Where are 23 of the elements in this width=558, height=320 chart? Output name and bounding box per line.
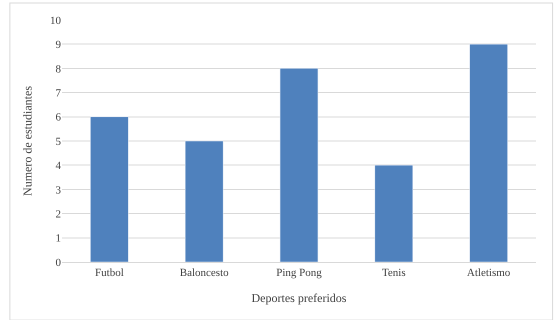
bar [184, 140, 224, 262]
x-axis-title: Deportes preferidos [252, 291, 347, 306]
x-tick-label: Ping Pong [276, 267, 322, 280]
y-tick-label: 4 [56, 160, 62, 172]
x-tick-label: Futbol [95, 267, 124, 280]
y-tick-label: 0 [56, 256, 62, 269]
y-tick-label: 9 [56, 39, 62, 52]
bar [469, 44, 508, 262]
y-tick-label: 7 [56, 87, 62, 100]
y-axis-title: Numero de estudiantes [20, 86, 34, 196]
x-tick-label: Atletismo [466, 267, 511, 280]
y-tick-label: 2 [56, 208, 61, 220]
y-tick-label: 6 [56, 112, 62, 124]
y-tick-label: 8 [56, 63, 62, 76]
bar [90, 116, 129, 262]
y-tick-label: 5 [56, 136, 62, 148]
y-tick-label: 10 [50, 14, 62, 27]
y-tick-label: 3 [56, 184, 62, 196]
bar [280, 68, 318, 262]
y-tick-label: 1 [56, 232, 61, 245]
bar [374, 164, 414, 262]
x-tick-label: Baloncesto [180, 267, 230, 280]
x-tick-label: Tenis [382, 267, 406, 280]
